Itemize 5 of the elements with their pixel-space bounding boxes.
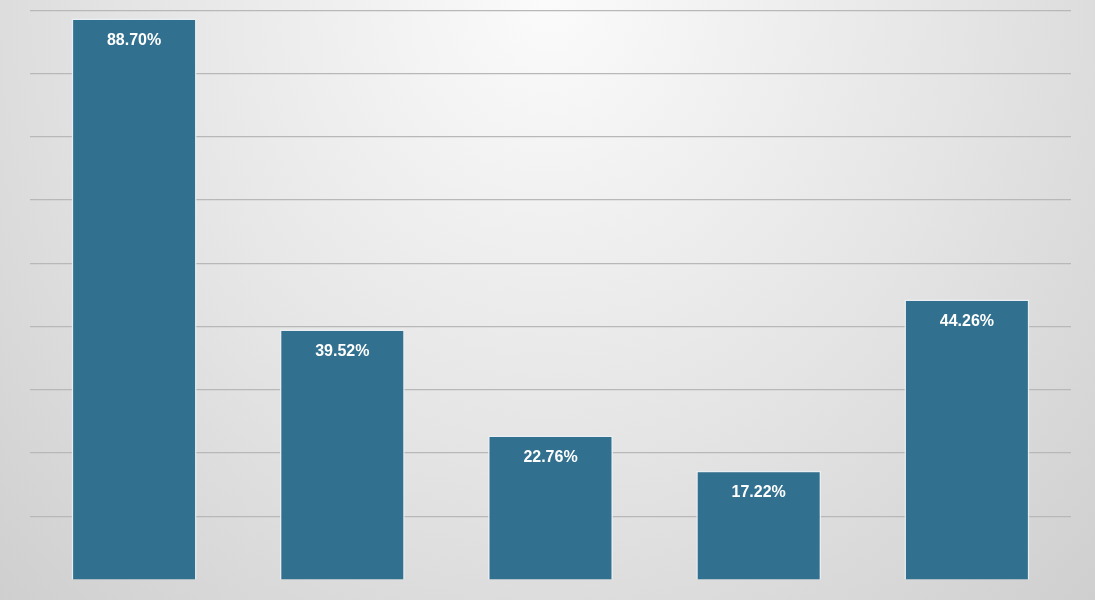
- data-label: 17.22%: [731, 483, 786, 501]
- data-label: 39.52%: [315, 341, 370, 359]
- data-label: 22.76%: [523, 448, 578, 466]
- data-label: 44.26%: [939, 311, 995, 329]
- data-label: 88.70%: [106, 30, 162, 48]
